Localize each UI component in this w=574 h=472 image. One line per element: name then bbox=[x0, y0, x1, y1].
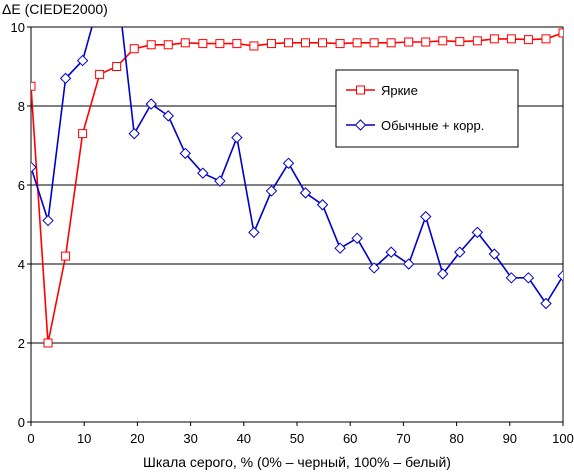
series-1-point bbox=[61, 251, 71, 261]
series-2-point bbox=[162, 110, 174, 122]
y-axis-title: ΔE (CIEDE2000) bbox=[2, 1, 108, 17]
series-1-point bbox=[198, 39, 208, 49]
series-2-point bbox=[31, 161, 37, 173]
y-axis-ticks: 0 2 4 6 8 10 bbox=[11, 20, 31, 430]
series-2-point bbox=[179, 147, 191, 160]
series-1-point bbox=[232, 39, 242, 49]
series-1-point bbox=[301, 38, 311, 48]
x-tick-label: 100 bbox=[552, 431, 574, 446]
series-1 bbox=[31, 28, 563, 348]
series-1-point bbox=[249, 41, 259, 51]
y-tick-label: 2 bbox=[18, 336, 25, 351]
series-1-point bbox=[78, 129, 88, 139]
x-tick-label: 10 bbox=[77, 431, 91, 446]
series-2-point bbox=[403, 258, 415, 270]
series-2-point bbox=[437, 268, 449, 280]
series-2-line bbox=[31, 27, 563, 305]
x-tick-label: 40 bbox=[237, 431, 251, 446]
x-tick-label: 90 bbox=[503, 431, 517, 446]
series-1-point bbox=[112, 62, 122, 71]
x-axis-title: Шкала серого, % (0% – черный, 100% – бел… bbox=[143, 454, 451, 470]
series-1-point bbox=[438, 36, 448, 46]
x-tick-label: 50 bbox=[290, 431, 304, 446]
series-2-point bbox=[385, 246, 397, 258]
series-2-point bbox=[299, 187, 312, 199]
series-1-point bbox=[523, 35, 533, 45]
series-2-point bbox=[59, 72, 72, 85]
series-1-point bbox=[283, 38, 293, 48]
series-2-point bbox=[471, 226, 484, 239]
series-1-point bbox=[215, 39, 225, 49]
series-2-point bbox=[334, 242, 346, 254]
legend-entry-1: Яркие bbox=[346, 83, 418, 98]
x-tick-label: 60 bbox=[343, 431, 357, 446]
series-1-point bbox=[541, 34, 551, 44]
legend-swatch-marker bbox=[356, 85, 365, 95]
series-1-point bbox=[163, 40, 173, 50]
series-2-point bbox=[420, 210, 432, 223]
series-1-point bbox=[335, 39, 345, 49]
series-1-point bbox=[404, 37, 414, 47]
legend: Яркие Обычные + корр. bbox=[335, 69, 519, 148]
series-2-point bbox=[42, 214, 54, 227]
x-axis-ticks: 0 10 20 30 40 50 60 70 80 90 100 bbox=[27, 422, 574, 446]
series-1-point bbox=[472, 36, 482, 46]
series-2-point bbox=[351, 232, 363, 245]
x-tick-label: 20 bbox=[130, 431, 144, 446]
y-tick-label: 8 bbox=[18, 99, 25, 114]
series-2 bbox=[31, 27, 563, 310]
y-tick-label: 10 bbox=[11, 20, 25, 35]
legend-swatch-marker bbox=[354, 119, 367, 131]
series-2-point bbox=[265, 185, 278, 197]
series-2-point bbox=[231, 131, 243, 144]
series-2-point bbox=[540, 297, 552, 310]
series-1-point bbox=[489, 34, 499, 44]
series-1-point bbox=[386, 38, 396, 48]
series-2-point bbox=[368, 262, 380, 274]
x-tick-label: 70 bbox=[396, 431, 410, 446]
y-tick-label: 4 bbox=[18, 257, 25, 272]
series-2-point bbox=[248, 226, 260, 239]
series-2-point bbox=[557, 270, 563, 282]
x-tick-label: 80 bbox=[449, 431, 463, 446]
series-1-point bbox=[421, 37, 431, 47]
series-2-point bbox=[145, 98, 157, 110]
series-2-point bbox=[454, 246, 466, 258]
legend-label: Яркие bbox=[381, 83, 418, 98]
series-1-point bbox=[318, 38, 328, 48]
legend-box bbox=[335, 69, 519, 148]
x-tick-label: 0 bbox=[27, 431, 34, 446]
series-1-point bbox=[266, 39, 276, 49]
series-group bbox=[31, 27, 563, 348]
series-2-point bbox=[282, 157, 295, 169]
series-1-point bbox=[129, 44, 139, 54]
series-1-point bbox=[455, 37, 465, 47]
series-1-point bbox=[352, 38, 362, 48]
series-1-point bbox=[506, 34, 516, 44]
series-2-point bbox=[197, 167, 209, 179]
series-1-point bbox=[180, 38, 190, 48]
legend-label: Обычные + корр. bbox=[381, 118, 484, 133]
y-tick-label: 6 bbox=[18, 178, 25, 193]
x-tick-label: 30 bbox=[183, 431, 197, 446]
series-1-point bbox=[31, 81, 36, 91]
series-2-point bbox=[214, 175, 226, 187]
series-2-point bbox=[522, 272, 535, 284]
series-1-point bbox=[146, 40, 156, 50]
series-1-point bbox=[369, 38, 379, 48]
series-2-point bbox=[488, 248, 501, 260]
series-2-point bbox=[76, 54, 89, 67]
series-2-point bbox=[505, 272, 518, 284]
series-2-point bbox=[316, 199, 329, 211]
legend-entry-2: Обычные + корр. bbox=[346, 118, 484, 133]
series-2-point bbox=[128, 127, 140, 140]
series-1-point bbox=[558, 28, 563, 38]
series-1-point bbox=[95, 69, 105, 79]
series-1-point bbox=[43, 338, 53, 348]
y-tick-label: 0 bbox=[18, 415, 25, 430]
